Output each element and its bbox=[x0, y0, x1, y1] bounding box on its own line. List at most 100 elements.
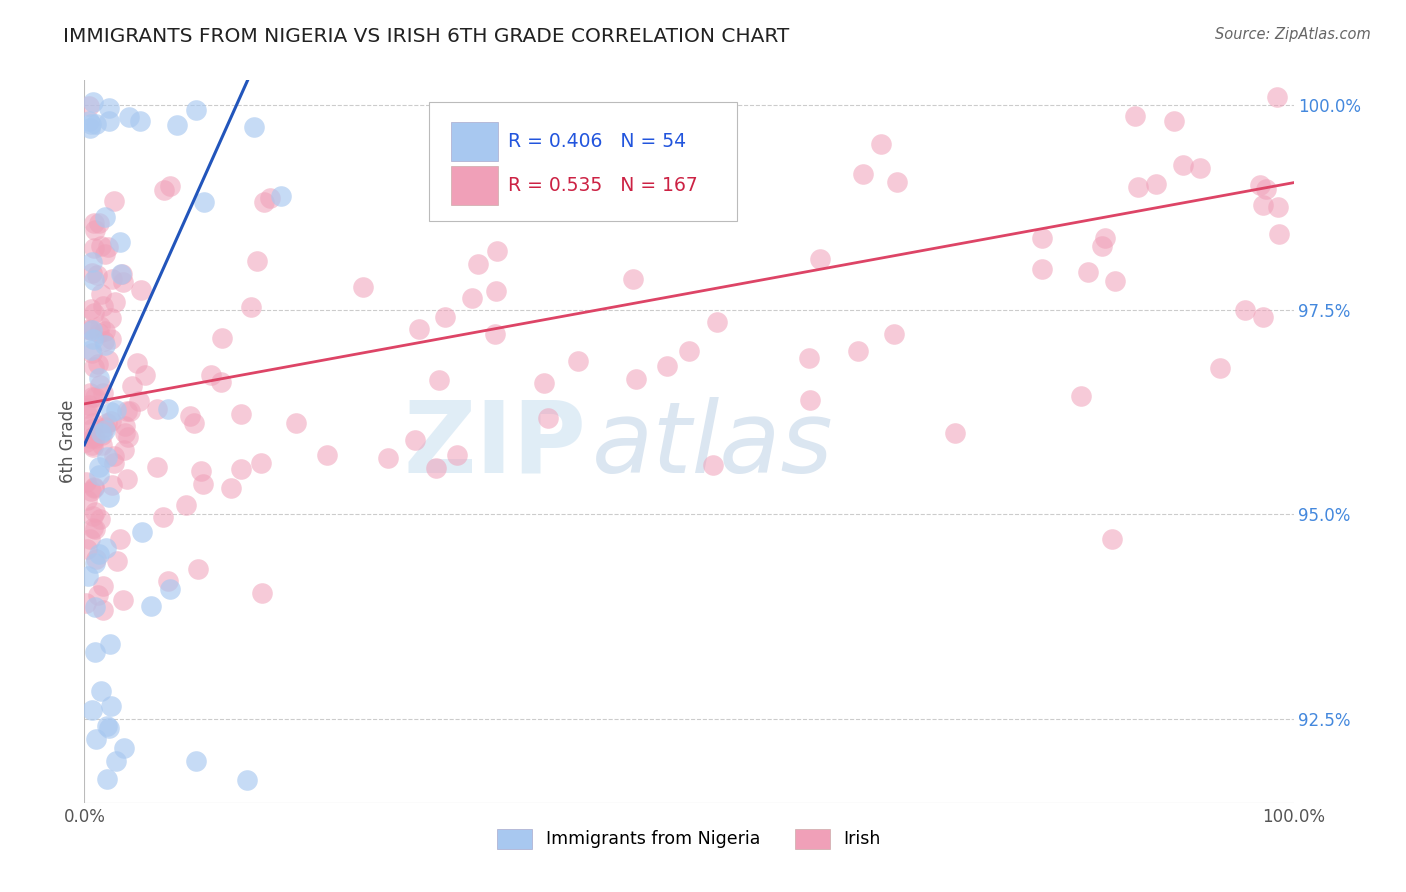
Point bbox=[621, 271, 644, 285]
Point bbox=[94, 541, 117, 555]
Point bbox=[84, 522, 107, 536]
Point bbox=[240, 300, 263, 314]
Text: IMMIGRANTS FROM NIGERIA VS IRISH 6TH GRADE CORRELATION CHART: IMMIGRANTS FROM NIGERIA VS IRISH 6TH GRA… bbox=[63, 27, 790, 45]
Point bbox=[98, 637, 121, 651]
Point bbox=[152, 510, 174, 524]
Point bbox=[77, 568, 100, 582]
Point bbox=[129, 283, 152, 297]
Point bbox=[211, 330, 233, 344]
Point bbox=[84, 731, 107, 746]
Point bbox=[83, 481, 105, 495]
Point bbox=[83, 216, 105, 230]
Text: ZIP: ZIP bbox=[404, 397, 586, 493]
Point bbox=[270, 189, 292, 203]
Point bbox=[121, 379, 143, 393]
Point bbox=[115, 403, 138, 417]
Point bbox=[83, 306, 105, 320]
Point bbox=[377, 451, 399, 466]
Point bbox=[118, 110, 141, 124]
Point bbox=[87, 326, 110, 340]
Point bbox=[179, 409, 201, 424]
Point bbox=[84, 600, 107, 615]
Point bbox=[98, 490, 121, 504]
Point bbox=[83, 390, 105, 404]
Point bbox=[243, 120, 266, 135]
Point bbox=[89, 378, 111, 392]
Point bbox=[655, 359, 678, 373]
Point bbox=[209, 376, 232, 390]
Point bbox=[1091, 239, 1114, 253]
Point bbox=[97, 240, 120, 254]
Point bbox=[112, 442, 135, 457]
Point bbox=[82, 509, 104, 524]
Point bbox=[80, 266, 103, 280]
Point bbox=[193, 477, 215, 491]
Point bbox=[94, 338, 117, 352]
Point bbox=[82, 416, 104, 430]
Point bbox=[1104, 274, 1126, 288]
Point bbox=[259, 192, 281, 206]
Point bbox=[1254, 181, 1277, 195]
Point bbox=[91, 578, 114, 592]
Point bbox=[156, 574, 179, 589]
Point bbox=[84, 551, 107, 566]
Point bbox=[1123, 109, 1146, 123]
Text: atlas: atlas bbox=[592, 397, 834, 493]
Point bbox=[111, 267, 134, 281]
Point bbox=[98, 113, 121, 128]
Point bbox=[80, 438, 103, 452]
Point bbox=[90, 683, 112, 698]
Point bbox=[1249, 178, 1271, 193]
Point bbox=[1188, 161, 1211, 175]
Point bbox=[145, 402, 167, 417]
Point bbox=[76, 408, 98, 422]
Point bbox=[100, 477, 122, 491]
Point bbox=[84, 117, 107, 131]
Point bbox=[231, 462, 253, 476]
Point bbox=[111, 592, 134, 607]
Point bbox=[156, 402, 179, 417]
Point bbox=[82, 95, 104, 109]
Y-axis label: 6th Grade: 6th Grade bbox=[59, 400, 77, 483]
Point bbox=[100, 414, 122, 428]
Point bbox=[537, 411, 560, 425]
Point bbox=[90, 425, 112, 440]
Point bbox=[96, 416, 118, 430]
Point bbox=[467, 257, 489, 271]
Point bbox=[434, 310, 457, 325]
Point bbox=[80, 431, 103, 445]
Point bbox=[76, 596, 98, 610]
Point bbox=[83, 645, 105, 659]
Point bbox=[128, 393, 150, 408]
Point bbox=[84, 223, 107, 237]
Point bbox=[91, 438, 114, 452]
Point bbox=[1209, 361, 1232, 376]
Point bbox=[484, 327, 506, 342]
Point bbox=[112, 741, 135, 756]
Point bbox=[101, 272, 124, 286]
Point bbox=[84, 556, 107, 570]
Point bbox=[82, 440, 104, 454]
Point bbox=[89, 467, 111, 482]
Point bbox=[231, 407, 253, 421]
Point bbox=[221, 481, 243, 495]
Point bbox=[76, 493, 98, 508]
Point bbox=[83, 429, 105, 443]
Point bbox=[184, 103, 207, 117]
Point bbox=[427, 373, 450, 387]
Point bbox=[77, 322, 100, 336]
Point bbox=[104, 754, 127, 768]
Point bbox=[96, 719, 118, 733]
Point bbox=[408, 322, 430, 336]
Point bbox=[79, 323, 101, 337]
Point bbox=[567, 353, 589, 368]
Point bbox=[104, 403, 127, 417]
Point bbox=[1251, 310, 1274, 324]
Point bbox=[103, 450, 125, 464]
Point bbox=[93, 386, 115, 401]
Point bbox=[486, 244, 509, 258]
Point bbox=[883, 327, 905, 342]
Point bbox=[166, 118, 188, 132]
Text: R = 0.406   N = 54: R = 0.406 N = 54 bbox=[508, 132, 686, 152]
Point bbox=[1101, 532, 1123, 546]
